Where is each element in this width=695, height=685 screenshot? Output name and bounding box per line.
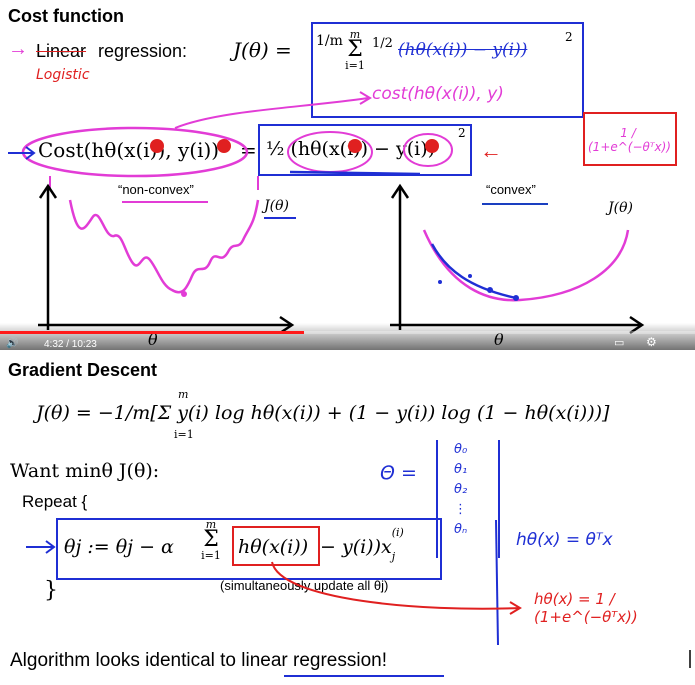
h-highlight-box — [232, 526, 320, 566]
theta-2: θ₂ — [454, 482, 468, 497]
sum-symbol: m Σ i=1 — [345, 28, 365, 72]
volume-icon[interactable]: 🔊 — [6, 338, 19, 349]
linear-cost-box — [311, 22, 584, 118]
cost-function-heading: Cost function — [8, 6, 124, 26]
gd-annotation-strokes — [26, 519, 691, 677]
one-over-m: 1/m — [316, 33, 343, 49]
regression-label: regression: — [98, 41, 188, 61]
h-circle — [287, 131, 373, 173]
j-sum-top: m — [178, 388, 189, 401]
captions-icon[interactable]: ▭ — [614, 337, 625, 349]
cost-lhs: Cost(hθ(x(i)), y(i)) — [38, 138, 220, 162]
theta-0: θ₀ — [454, 442, 468, 457]
close-brace: } — [44, 578, 58, 603]
handwritten-logistic: Logistic — [36, 67, 90, 83]
theta-n: θₙ — [454, 522, 468, 537]
update-rule-box — [56, 518, 442, 580]
handwritten-cost: cost(hθ(x(i)), y) — [372, 84, 504, 104]
j-lhs: J(θ) = — [233, 38, 292, 62]
theta-vector: θ₀ θ₁ θ₂ ⋮ θₙ — [436, 440, 500, 558]
magenta-arrow: → — [8, 38, 28, 60]
update-lhs: θj := θj − α — [64, 536, 174, 558]
j-theta-left: J(θ) — [264, 198, 289, 214]
gradient-descent-slide: Gradient Descent J(θ) = −1/m[Σ y(i) log … — [0, 350, 695, 685]
gradient-descent-heading: Gradient Descent — [8, 360, 158, 380]
h-logistic: hθ(x) = 1 / (1+e^(−θᵀx)) — [534, 590, 638, 626]
theta-1: θ₁ — [454, 462, 468, 477]
annotation-strokes — [8, 91, 645, 335]
j-sum-bottom: i=1 — [174, 428, 194, 441]
convex-label: “convex” — [486, 182, 536, 197]
one-half: 1/2 — [372, 36, 393, 51]
connector-stroke — [174, 97, 369, 129]
theta-vector-label: Θ = — [380, 462, 417, 484]
j-theta-right: J(θ) — [608, 200, 633, 216]
theta-dots: ⋮ — [454, 502, 467, 517]
linear-word: Linear — [36, 41, 87, 61]
rhs-underline — [289, 170, 421, 176]
cost-rhs-box — [258, 124, 472, 176]
want-min: Want minθ J(θ): — [10, 460, 160, 482]
repeat-label: Repeat { — [22, 492, 88, 511]
square-exponent: 2 — [565, 30, 573, 44]
sigmoid-formula: 1 / (1+e^(−θᵀx)) — [588, 126, 671, 154]
update-sum: m Σ i=1 — [201, 518, 221, 562]
update-rest: − y(i))x (i) j — [320, 526, 404, 563]
cost-lhs-circle — [21, 126, 249, 178]
h-linear: hθ(x) = θᵀx — [516, 530, 613, 550]
progress-bar[interactable] — [0, 331, 695, 334]
cost-square: 2 — [458, 126, 466, 140]
sigmoid-box — [583, 112, 677, 166]
j-formula: J(θ) = −1/m[Σ y(i) log hθ(x(i)) + (1 − y… — [36, 402, 610, 424]
settings-icon[interactable]: ⚙ — [646, 335, 657, 349]
red-left-arrow: ← — [480, 138, 502, 163]
time-display: 4:32 / 10:23 — [44, 339, 97, 350]
nonconvex-label: “non-convex” — [118, 182, 194, 197]
progress-fill — [0, 331, 304, 334]
conclusion-text: Algorithm looks identical to linear regr… — [10, 650, 388, 671]
simultaneous-note: (simultaneously update all θj) — [220, 578, 389, 593]
player-controls — [0, 323, 695, 350]
video-frame[interactable]: Cost function → Linear regression: Logis… — [0, 0, 695, 350]
squared-term: (hθ(x(i)) − y(i)) — [398, 40, 528, 60]
y-circle — [403, 133, 453, 167]
update-h: hθ(x(i)) — [238, 536, 309, 558]
